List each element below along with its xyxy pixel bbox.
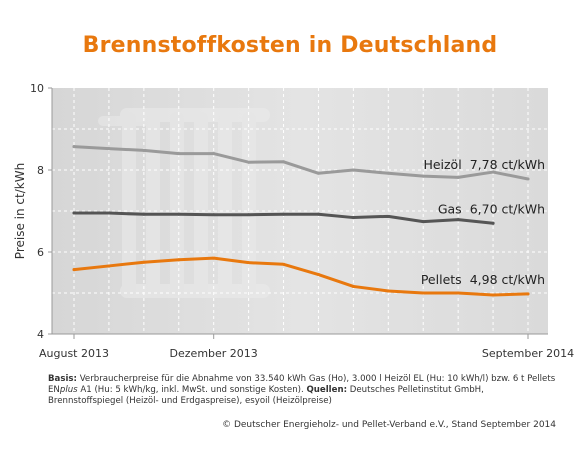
y-tick-label: 4 [37, 328, 44, 341]
y-tick-label: 8 [37, 164, 44, 177]
data-point-gas [316, 212, 320, 216]
data-point-heizöl [491, 170, 495, 174]
data-point-gas [282, 212, 286, 216]
data-point-heizöl [351, 168, 355, 172]
basis-label: Basis: [48, 374, 77, 384]
sources-label: Quellen: [306, 385, 348, 396]
data-point-pellets [421, 291, 425, 295]
data-point-heizöl [177, 152, 181, 156]
x-tick-label: September 2014 [482, 347, 574, 360]
radiator-watermark [98, 108, 270, 298]
data-point-pellets [212, 256, 216, 260]
sources-text: Deutsches Pelletinstitut GmbH, Brennstof… [48, 385, 484, 407]
basis-text-2: A1 (Hu: 5 kWh/kg, inkl. MwSt. und sonsti… [77, 385, 304, 396]
data-point-heizöl [282, 160, 286, 164]
basis-text-italic: plus [59, 385, 78, 396]
data-point-heizöl [107, 147, 111, 151]
data-point-pellets [386, 289, 390, 293]
basis-text: Verbraucherpreise für die Abnahme von 33… [48, 374, 556, 396]
data-point-gas [421, 220, 425, 224]
data-point-heizöl [212, 152, 216, 156]
data-point-gas [247, 213, 251, 217]
copyright-text: © Deutscher Energieholz- und Pellet-Verb… [222, 420, 556, 430]
y-axis: 4 6 8 10 [30, 82, 53, 341]
data-point-pellets [316, 273, 320, 277]
data-point-heizöl [526, 177, 530, 181]
data-point-gas [107, 211, 111, 215]
data-point-pellets [351, 284, 355, 288]
data-point-pellets [177, 258, 181, 262]
data-point-pellets [142, 260, 146, 264]
data-point-heizöl [142, 148, 146, 152]
data-point-gas [142, 212, 146, 216]
series-layer: Heizöl 7,78 ct/kWh Gas 6,70 ct/kWh Pellets 4,… [72, 145, 545, 297]
data-point-pellets [526, 292, 530, 296]
data-point-pellets [456, 291, 460, 295]
data-point-pellets [491, 293, 495, 297]
x-tick-label: August 2013 [39, 347, 109, 360]
data-point-pellets [282, 262, 286, 266]
data-point-pellets [247, 261, 251, 265]
y-tick-label: 6 [37, 246, 44, 259]
data-point-gas [351, 216, 355, 220]
footnote: Basis: Verbraucherpreise für die Abnahme… [48, 374, 558, 408]
line-chart: 4 6 8 10 Heizöl 7,78 ct/kWh Gas 6,70 ct/kWh Pel… [13, 82, 574, 360]
data-point-gas [177, 212, 181, 216]
chart-title: Brennstoffkosten in Deutschland [82, 33, 498, 58]
series-label-pellets: Pellets 4,98 ct/kWh [421, 272, 545, 287]
data-point-heizöl [456, 175, 460, 179]
series-line-heizöl [72, 145, 530, 181]
series-label-gas: Gas 6,70 ct/kWh [438, 201, 545, 216]
data-point-heizöl [421, 174, 425, 178]
data-point-pellets [107, 264, 111, 268]
data-point-gas [491, 221, 495, 225]
x-tick-label: Dezember 2013 [170, 347, 258, 360]
data-point-heizöl [386, 171, 390, 175]
data-point-gas [456, 218, 460, 222]
data-point-gas [72, 211, 76, 215]
data-point-heizöl [247, 160, 251, 164]
data-point-gas [386, 214, 390, 218]
y-tick-label: 10 [30, 82, 44, 95]
data-point-gas [212, 213, 216, 217]
series-line-pellets [72, 256, 530, 297]
x-axis: August 2013 Dezember 2013 September 2014 [39, 333, 574, 360]
series-label-heizöl: Heizöl 7,78 ct/kWh [423, 157, 545, 172]
y-axis-label: Preise in ct/kWh [13, 163, 27, 259]
data-point-heizöl [316, 171, 320, 175]
data-point-pellets [72, 268, 76, 272]
data-point-heizöl [72, 145, 76, 149]
